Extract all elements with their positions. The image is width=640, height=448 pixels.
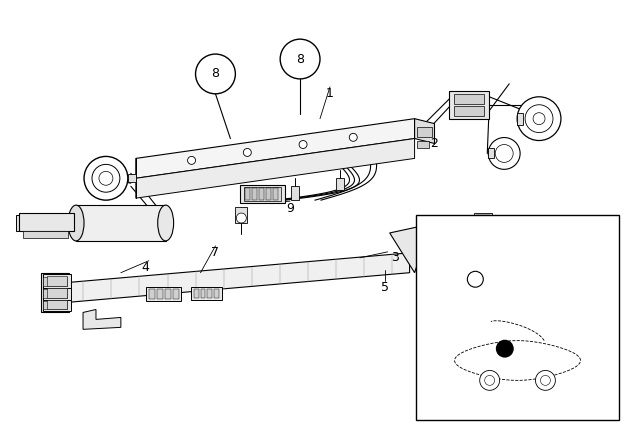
Bar <box>245 188 250 200</box>
Bar <box>44 274 71 288</box>
Bar <box>44 301 67 310</box>
Circle shape <box>280 39 320 79</box>
Bar <box>19 213 74 231</box>
Bar <box>41 273 69 312</box>
Bar <box>417 141 429 148</box>
Bar <box>252 188 257 200</box>
Bar <box>451 240 469 250</box>
Circle shape <box>531 237 537 243</box>
Bar <box>236 207 247 223</box>
Polygon shape <box>83 310 121 329</box>
Polygon shape <box>66 253 410 302</box>
Polygon shape <box>415 119 435 143</box>
Text: 9: 9 <box>286 202 294 215</box>
Bar <box>44 289 67 297</box>
Bar <box>47 300 67 310</box>
Circle shape <box>533 113 545 125</box>
Bar <box>489 243 507 253</box>
Circle shape <box>517 97 561 141</box>
Bar <box>146 287 180 301</box>
Bar <box>336 178 344 190</box>
Bar <box>449 91 489 119</box>
Bar <box>291 186 299 200</box>
Circle shape <box>188 156 196 164</box>
Text: 7: 7 <box>211 246 220 259</box>
Bar <box>481 230 495 236</box>
Text: 8: 8 <box>211 68 220 81</box>
Bar <box>148 289 155 298</box>
Text: 6: 6 <box>555 237 563 250</box>
Circle shape <box>520 226 548 254</box>
Bar <box>214 289 220 297</box>
Bar <box>164 289 171 298</box>
Ellipse shape <box>68 205 84 241</box>
Polygon shape <box>136 119 415 178</box>
Bar <box>417 127 431 137</box>
Circle shape <box>484 375 495 385</box>
Circle shape <box>525 105 553 133</box>
Bar <box>241 185 285 203</box>
Bar <box>488 148 494 159</box>
Bar <box>200 289 205 297</box>
Bar <box>76 205 166 241</box>
Text: 2: 2 <box>431 137 438 150</box>
Bar <box>128 174 136 182</box>
Bar <box>17 215 36 231</box>
Bar <box>476 215 490 221</box>
Bar <box>266 188 271 200</box>
Bar <box>415 215 620 420</box>
Circle shape <box>534 248 554 268</box>
Text: 4: 4 <box>142 261 150 274</box>
Circle shape <box>540 375 550 385</box>
Text: 5: 5 <box>381 281 388 294</box>
Circle shape <box>526 232 542 248</box>
Bar <box>449 220 469 230</box>
Circle shape <box>495 145 513 162</box>
Text: 1: 1 <box>326 87 334 100</box>
Circle shape <box>196 54 236 94</box>
Bar <box>44 277 67 286</box>
Circle shape <box>99 171 113 185</box>
Circle shape <box>496 340 514 358</box>
Circle shape <box>480 370 500 390</box>
Bar <box>47 276 67 286</box>
Circle shape <box>236 213 246 223</box>
Circle shape <box>299 141 307 148</box>
Ellipse shape <box>157 205 173 241</box>
Bar <box>44 286 71 300</box>
Bar <box>173 289 179 298</box>
Bar <box>492 245 505 251</box>
Circle shape <box>92 164 120 192</box>
Circle shape <box>243 148 252 156</box>
Bar <box>47 288 67 297</box>
Polygon shape <box>136 138 415 198</box>
Bar <box>454 94 484 104</box>
Circle shape <box>536 370 556 390</box>
Bar <box>454 106 484 116</box>
Bar <box>44 297 71 311</box>
Bar <box>193 289 198 297</box>
Circle shape <box>488 138 520 169</box>
Text: 3: 3 <box>391 251 399 264</box>
Circle shape <box>349 134 357 141</box>
Circle shape <box>539 253 549 263</box>
Circle shape <box>84 156 128 200</box>
Bar <box>259 188 264 200</box>
Bar <box>517 113 523 125</box>
Circle shape <box>467 271 483 287</box>
Text: 00001472: 00001472 <box>493 405 542 415</box>
Bar <box>157 289 163 298</box>
Bar <box>474 213 492 223</box>
Text: 8: 8 <box>434 284 441 294</box>
Polygon shape <box>390 220 449 273</box>
Bar <box>244 187 281 201</box>
Bar <box>273 188 278 200</box>
Bar <box>23 231 68 238</box>
Text: 8: 8 <box>296 52 304 65</box>
Bar <box>191 287 223 300</box>
Bar <box>479 228 497 238</box>
Bar <box>207 289 212 297</box>
